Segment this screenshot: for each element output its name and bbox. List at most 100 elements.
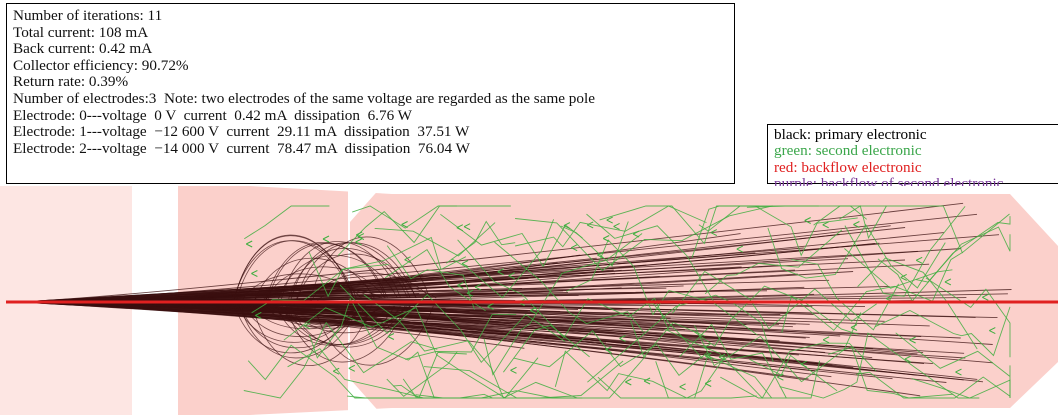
secondary-arrow-tick (915, 256, 923, 264)
primary-trajectory (19, 202, 964, 303)
secondary-arrow-tick (251, 270, 258, 277)
secondary-arrow-tick (602, 235, 610, 242)
secondary-arrow-tick (355, 231, 363, 239)
primary-trajectory (19, 301, 780, 342)
secondary-arrow-tick (822, 336, 830, 344)
primary-trajectory (19, 234, 1000, 303)
return-rate-text: Return rate: 0.39% (13, 73, 129, 91)
secondary-arrow-tick (303, 322, 311, 330)
secondary-trajectory (283, 307, 539, 399)
secondary-arrow-tick (404, 256, 411, 264)
collector-trajectory-plot (0, 186, 1058, 415)
secondary-arrow-tick (800, 360, 808, 368)
back-current-text: Back current: 0.42 mA (13, 40, 153, 58)
legend-secondary: green: second electronic (774, 142, 922, 160)
collector-efficiency-text: Collector efficiency: 90.72% (13, 56, 189, 74)
secondary-trajectory (895, 332, 1011, 398)
electrode-2-row: Electrode: 2---voltage −14 000 V current… (13, 139, 470, 157)
secondary-trajectory (720, 360, 821, 399)
secondary-arrow-tick (497, 268, 504, 276)
secondary-trajectory (483, 233, 643, 376)
secondary-trajectory (599, 205, 760, 245)
secondary-arrow-tick (643, 377, 651, 385)
secondary-arrow-tick (904, 355, 912, 363)
electrodes-count-text: Number of electrodes:3 Note: two electro… (13, 89, 595, 107)
secondary-arrow-tick (597, 251, 604, 259)
secondary-trajectory (515, 205, 819, 272)
secondary-trajectory (828, 346, 954, 399)
iterations-text: Number of iterations: 11 (13, 7, 163, 24)
secondary-arrow-tick (853, 221, 860, 228)
secondary-trajectory (844, 248, 953, 289)
secondary-trajectory (384, 248, 486, 312)
secondary-arrow-tick (474, 283, 482, 291)
legend-backflow: red: backflow electronic (774, 158, 922, 176)
secondary-arrow-tick (463, 223, 471, 231)
secondary-arrow-tick (777, 373, 784, 381)
secondary-trajectory (857, 257, 978, 350)
secondary-trajectory (586, 213, 716, 305)
secondary-arrow-tick (510, 366, 517, 374)
looping-trajectory (265, 242, 386, 303)
secondary-arrow-tick (355, 238, 362, 246)
looping-trajectory (273, 301, 395, 327)
secondary-trajectory (308, 297, 435, 398)
secondary-arrow-tick (982, 293, 989, 301)
looping-trajectory (310, 272, 431, 303)
looping-trajectory (285, 301, 406, 363)
looping-trajectory (261, 301, 383, 327)
looping-trajectory (295, 253, 417, 303)
secondary-trajectory (692, 285, 859, 347)
secondary-arrow-tick (822, 221, 829, 229)
secondary-trajectory (587, 294, 774, 383)
secondary-trajectory (813, 205, 1010, 254)
secondary-trajectory (386, 351, 458, 397)
secondary-arrow-tick (322, 235, 330, 243)
secondary-arrow-tick (736, 245, 744, 253)
looping-trajectory (309, 236, 431, 303)
secondary-trajectory (874, 306, 1011, 357)
looping-trajectory (251, 284, 373, 303)
looping-trajectory (276, 255, 398, 303)
secondary-arrow-tick (989, 327, 996, 335)
secondary-trajectory (629, 319, 706, 358)
secondary-trajectory (791, 259, 899, 331)
secondary-trajectory (337, 205, 511, 256)
secondary-arrow-tick (718, 353, 726, 361)
looping-trajectory (235, 240, 357, 303)
secondary-arrow-tick (605, 346, 612, 354)
secondary-arrow-tick (606, 216, 613, 224)
electrode-1-row: Electrode: 1---voltage −12 600 V current… (13, 123, 470, 141)
secondary-trajectory (597, 355, 773, 399)
looping-trajectory (280, 241, 401, 303)
secondary-arrow-tick (613, 222, 620, 230)
secondary-trajectory (749, 354, 838, 392)
secondary-arrow-tick (508, 272, 515, 280)
secondary-trajectory (386, 245, 475, 310)
trajectory-legend: black: primary electronic green: second … (767, 124, 1058, 192)
collector-exterior (250, 362, 1058, 415)
secondary-trajectory (339, 284, 566, 364)
secondary-arrow-tick (401, 221, 408, 228)
secondary-trajectory (779, 332, 980, 399)
secondary-trajectory (691, 205, 858, 258)
secondary-arrow-tick (586, 221, 594, 229)
looping-trajectory (241, 301, 363, 337)
electrode-0-row: Electrode: 0---voltage 0 V current 0.42 … (13, 106, 413, 124)
secondary-arrow-tick (900, 273, 907, 281)
looping-trajectory (315, 283, 437, 303)
secondary-arrow-tick (245, 240, 253, 248)
secondary-trajectory (844, 206, 966, 297)
secondary-arrow-tick (705, 352, 712, 360)
secondary-trajectory (925, 277, 1011, 358)
secondary-trajectory (451, 219, 555, 299)
secondary-trajectory (415, 355, 647, 399)
secondary-arrow-tick (710, 229, 718, 237)
secondary-trajectory (915, 226, 1011, 283)
secondary-trajectory (513, 330, 708, 376)
secondary-arrow-tick (704, 343, 711, 351)
collector-exterior-top (250, 186, 1058, 246)
secondary-trajectory (566, 239, 758, 336)
looping-trajectory (251, 301, 372, 367)
secondary-arrow-tick (850, 324, 858, 331)
